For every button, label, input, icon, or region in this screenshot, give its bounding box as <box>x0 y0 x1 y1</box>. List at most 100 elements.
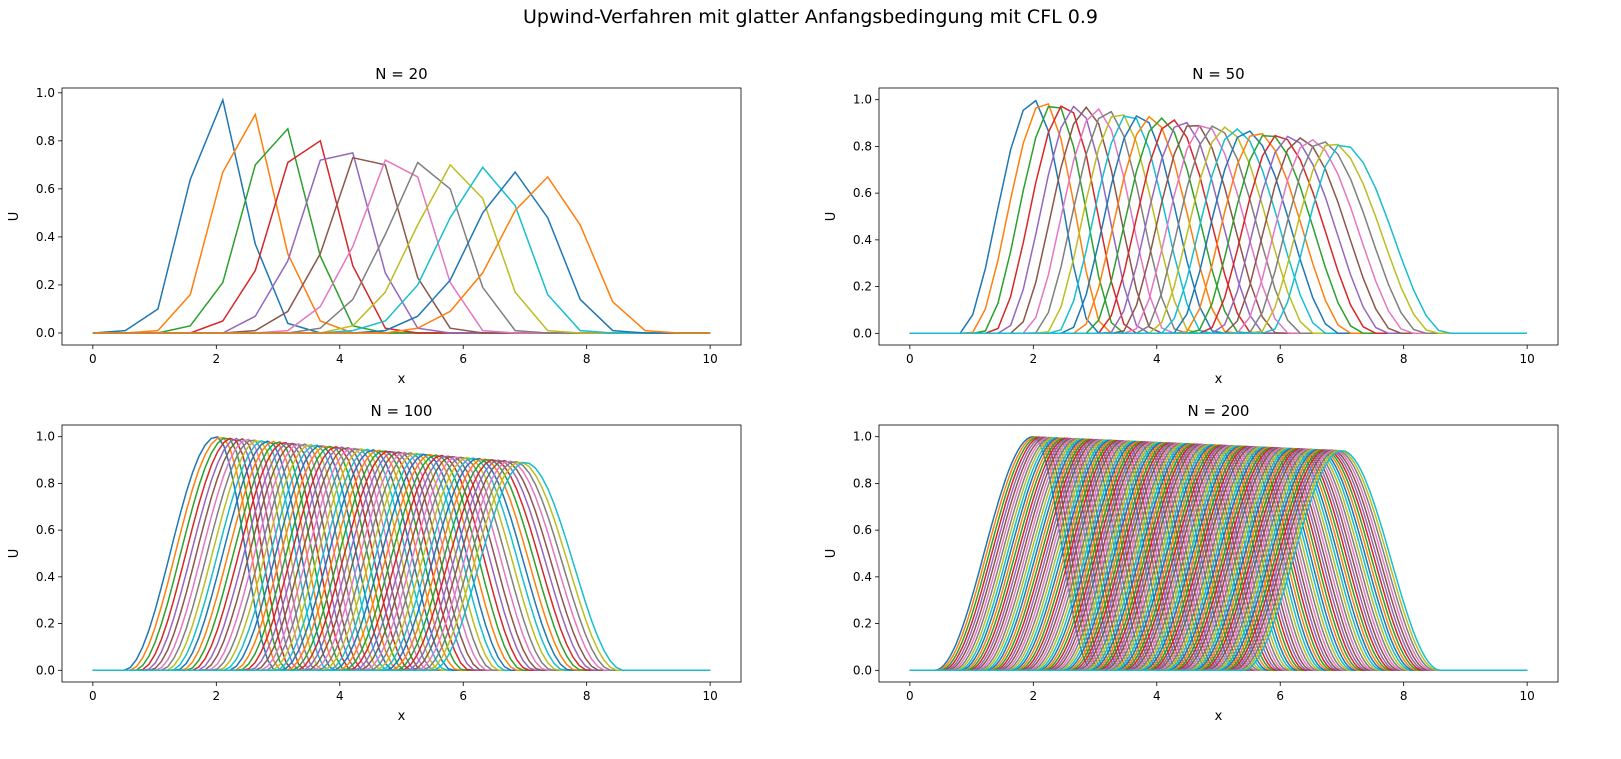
x-tick-label: 2 <box>1029 352 1037 366</box>
x-tick-label: 0 <box>89 352 97 366</box>
y-tick-label: 0.0 <box>36 326 55 340</box>
series-line-59 <box>92 461 711 672</box>
series-line-37 <box>92 452 711 672</box>
axes-frame <box>878 424 1559 683</box>
x-tick-label: 0 <box>906 689 914 703</box>
x-tick-label: 10 <box>1519 689 1534 703</box>
series-line-7 <box>92 161 711 334</box>
series-line-21 <box>909 132 1527 335</box>
subplot-0: 0 2 4 6 8 10 0.0 0.2 0.4 0.6 0.8 1.0 N = 20 x U <box>7 65 742 387</box>
axes-frame <box>61 424 742 683</box>
series-line-38 <box>92 452 711 672</box>
x-tick-label: 6 <box>459 689 467 703</box>
axes-frame <box>61 87 742 346</box>
y-tick-label: 0.2 <box>853 280 872 294</box>
x-tick-label: 4 <box>1153 352 1161 366</box>
series-line-22 <box>909 134 1527 335</box>
y-tick-label: 0.6 <box>36 182 55 196</box>
subplot-3: 0 2 4 6 8 10 0.0 0.2 0.4 0.6 0.8 1.0 N = 200 x U <box>824 402 1559 724</box>
x-tick-label: 8 <box>583 352 591 366</box>
x-tick-label: 6 <box>1276 689 1284 703</box>
x-tick-label: 10 <box>702 689 717 703</box>
plot-lines <box>92 436 711 672</box>
subplot-title: N = 50 <box>1192 65 1244 83</box>
subplot-2: 0 2 4 6 8 10 0.0 0.2 0.4 0.6 0.8 1.0 N = 100 x U <box>7 402 742 724</box>
y-tick-label: 1.0 <box>36 86 55 100</box>
x-tick-label: 10 <box>1519 352 1534 366</box>
y-tick-label: 0.8 <box>853 139 872 153</box>
y-tick-label: 0.6 <box>853 523 872 537</box>
x-tick-label: 2 <box>212 352 220 366</box>
x-tick-label: 8 <box>1400 689 1408 703</box>
x-tick-label: 6 <box>1276 352 1284 366</box>
y-tick-label: 0.0 <box>36 663 55 677</box>
x-tick-label: 4 <box>336 352 344 366</box>
y-axis-label: U <box>824 549 839 559</box>
series-line-13 <box>909 119 1527 335</box>
series-line-8 <box>909 114 1527 335</box>
y-axis-label: U <box>824 212 839 222</box>
y-tick-label: 1.0 <box>853 93 872 107</box>
series-line-11 <box>909 115 1527 335</box>
y-tick-label: 0.4 <box>853 233 872 247</box>
series-line-12 <box>909 116 1527 335</box>
y-axis-label: U <box>7 212 22 222</box>
x-tick-label: 4 <box>1153 689 1161 703</box>
y-tick-label: 0.2 <box>853 617 872 631</box>
series-line-9 <box>92 166 711 334</box>
plot-lines <box>909 435 1528 672</box>
x-axis-label: x <box>398 372 406 387</box>
x-tick-label: 0 <box>906 352 914 366</box>
x-tick-label: 2 <box>212 689 220 703</box>
series-line-9 <box>909 115 1527 335</box>
series-line-7 <box>909 110 1527 335</box>
y-tick-label: 0.2 <box>36 617 55 631</box>
subplot-title: N = 20 <box>375 65 427 83</box>
y-tick-label: 0.4 <box>36 570 55 584</box>
plot-lines <box>92 97 711 334</box>
axes-frame <box>878 87 1559 346</box>
y-tick-label: 0.4 <box>853 570 872 584</box>
series-line-14 <box>909 121 1527 335</box>
y-tick-label: 1.0 <box>36 430 55 444</box>
series-line-1 <box>909 102 1527 335</box>
y-tick-label: 0.8 <box>853 476 872 490</box>
x-tick-label: 10 <box>702 352 717 366</box>
subplot-1: 0 2 4 6 8 10 0.0 0.2 0.4 0.6 0.8 1.0 N = 50 x U <box>824 65 1559 387</box>
x-tick-label: 4 <box>336 689 344 703</box>
x-tick-label: 6 <box>459 352 467 366</box>
subplot-title: N = 100 <box>371 402 433 420</box>
x-tick-label: 2 <box>1029 689 1037 703</box>
series-line-3 <box>92 139 711 334</box>
y-tick-label: 0.0 <box>853 326 872 340</box>
series-line-8 <box>92 163 711 334</box>
series-line-11 <box>92 175 711 334</box>
x-tick-label: 0 <box>89 689 97 703</box>
series-line-119 <box>909 449 1528 672</box>
figure-title: Upwind-Verfahren mit glatter Anfangsbedi… <box>523 6 1098 28</box>
series-line-20 <box>909 130 1527 335</box>
y-tick-label: 0.8 <box>36 476 55 490</box>
x-axis-label: x <box>398 709 406 724</box>
x-axis-label: x <box>1215 709 1223 724</box>
y-tick-label: 0.8 <box>36 134 55 148</box>
subplot-title: N = 200 <box>1188 402 1250 420</box>
y-tick-label: 0.6 <box>853 186 872 200</box>
x-axis-label: x <box>1215 372 1223 387</box>
y-tick-label: 0.2 <box>36 278 55 292</box>
series-line-10 <box>909 114 1527 335</box>
y-tick-label: 0.0 <box>853 663 872 677</box>
y-axis-label: U <box>7 549 22 559</box>
plot-lines <box>909 99 1527 335</box>
y-tick-label: 0.6 <box>36 523 55 537</box>
series-line-29 <box>909 144 1527 335</box>
series-line-40 <box>92 453 711 672</box>
series-line-19 <box>909 127 1527 335</box>
y-tick-label: 1.0 <box>853 430 872 444</box>
x-tick-label: 8 <box>583 689 591 703</box>
series-line-3 <box>92 437 711 672</box>
x-tick-label: 8 <box>1400 352 1408 366</box>
series-line-0 <box>92 97 711 334</box>
y-tick-label: 0.4 <box>36 230 55 244</box>
